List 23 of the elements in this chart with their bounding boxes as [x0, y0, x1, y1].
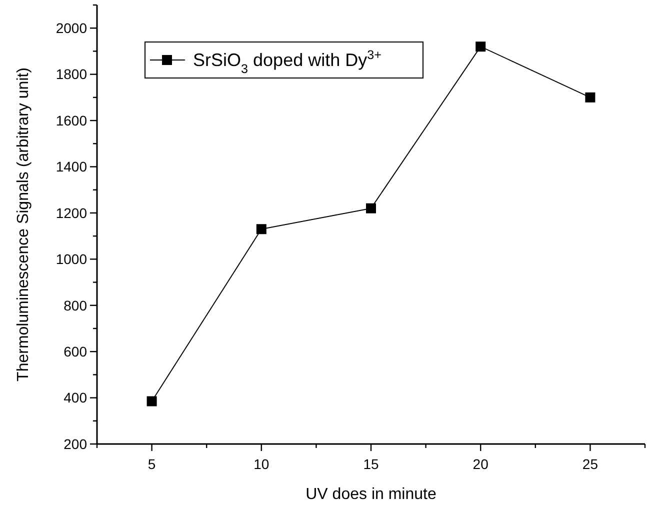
y-axis-title: Thermoluminescence Signals (arbitrary unit) [15, 68, 32, 382]
x-tick-label: 10 [254, 456, 270, 472]
x-tick-label: 20 [472, 456, 489, 472]
y-tick-label: 1400 [56, 158, 88, 175]
y-tick-label: 800 [64, 297, 88, 314]
y-tick-label: 2000 [56, 20, 88, 36]
legend-label: SrSiO$_{3}$ doped with Dy$^{3+}$ [193, 48, 382, 76]
x-tick-label: 5 [148, 456, 156, 472]
point [146, 396, 157, 406]
y-tick-label: 400 [64, 390, 88, 406]
y-tick-label: 1600 [56, 112, 88, 128]
point [256, 224, 266, 234]
point [476, 42, 486, 52]
point [366, 203, 376, 214]
y-tick-label: 1000 [56, 251, 88, 268]
x-tick-label: 25 [582, 456, 598, 472]
point [585, 92, 596, 102]
y-tick-label: 1800 [56, 66, 88, 82]
x-tick-label: 15 [363, 456, 379, 472]
y-tick-label: 200 [64, 436, 88, 452]
x-axis-title: UV does in minute [306, 486, 436, 503]
y-tick-label: 1200 [56, 204, 88, 221]
y-tick-label: 600 [64, 343, 88, 360]
